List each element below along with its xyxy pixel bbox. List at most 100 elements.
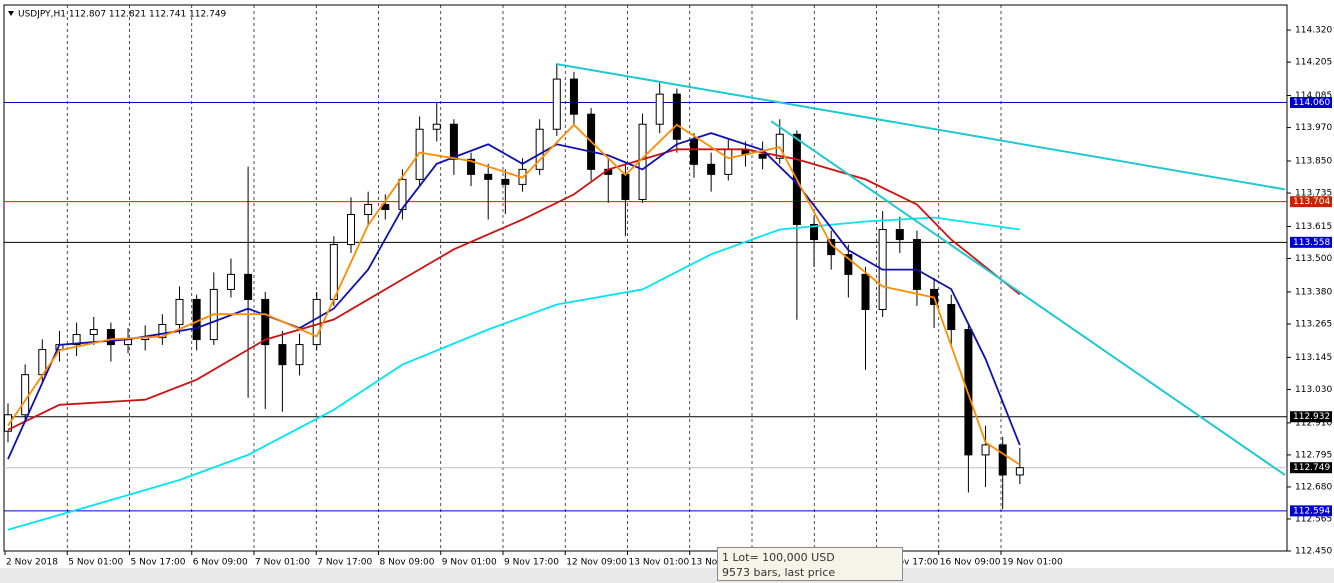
candle-body: [192, 298, 201, 341]
level-box: [1290, 462, 1332, 474]
candle-body: [449, 123, 458, 160]
tab-bar: [0, 568, 1334, 583]
level-box: [1290, 196, 1332, 208]
trendline: [770, 120, 1286, 476]
y-tick-label: 112.565: [1295, 514, 1332, 524]
y-tick-label: 114.320: [1295, 26, 1332, 36]
candle-body: [364, 203, 373, 215]
level-box: [1290, 97, 1332, 108]
x-tick-label: 12 Nov 09:00: [566, 558, 627, 568]
x-tick-label: 13 Nov 01:00: [629, 558, 690, 568]
level-box: [1290, 505, 1332, 517]
level-label: 114.060: [1293, 98, 1330, 108]
candle-body: [329, 244, 338, 300]
y-tick-label: 112.450: [1295, 547, 1332, 557]
candle-body: [655, 93, 664, 125]
level-label: 113.558: [1293, 238, 1330, 248]
moving-average: [7, 148, 1021, 431]
y-tick-label: 113.615: [1295, 222, 1332, 232]
level-label: 112.749: [1293, 463, 1330, 473]
x-tick-label: 16 Nov 09:00: [940, 558, 1001, 568]
candle-body: [810, 224, 819, 241]
x-tick-label: 7 Nov 17:00: [317, 558, 372, 568]
tooltip: 1 Lot= 100,000 USD 9573 bars, last price…: [717, 547, 903, 583]
moving-average: [7, 132, 1021, 460]
symbol-menu[interactable]: [8, 11, 14, 16]
candle-body: [244, 273, 253, 300]
y-tick-label: 112.680: [1295, 482, 1332, 492]
x-tick-label: 5 Nov 01:00: [68, 558, 123, 568]
candle-body: [72, 334, 81, 346]
candle-body: [295, 344, 304, 366]
x-tick-label: 8 Nov 09:00: [380, 558, 435, 568]
level-label: 112.932: [1293, 412, 1330, 422]
x-tick-label: 9 Nov 17:00: [504, 558, 559, 568]
x-tick-label: 2 Nov 2018: [6, 558, 58, 568]
candle-body: [707, 163, 716, 175]
candle-body: [672, 93, 681, 140]
candle-body: [432, 123, 441, 130]
trendline: [556, 63, 1286, 191]
y-tick-label: 113.265: [1295, 319, 1332, 329]
y-tick-label: 113.500: [1295, 254, 1332, 264]
level-box: [1290, 411, 1332, 423]
tooltip-line: 9573 bars, last price 112.74900: [722, 566, 836, 583]
x-tick-label: 7 Nov 01:00: [255, 558, 310, 568]
y-tick-label: 112.910: [1295, 418, 1332, 428]
candle-body: [621, 173, 630, 200]
candle-body: [89, 329, 98, 336]
y-tick-label: 113.970: [1295, 123, 1332, 133]
candle-body: [4, 414, 12, 432]
y-tick-label: 113.735: [1295, 189, 1332, 199]
candle-body: [998, 444, 1007, 476]
candle-body: [638, 123, 647, 200]
candle-body: [278, 344, 287, 366]
x-tick-label: 9 Nov 01:00: [442, 558, 497, 568]
level-label: 113.704: [1293, 197, 1330, 207]
y-tick-label: 112.795: [1295, 450, 1332, 460]
candle-body: [484, 173, 493, 180]
candle-body: [981, 444, 990, 456]
y-tick-label: 114.085: [1295, 91, 1332, 101]
moving-average: [7, 216, 1020, 531]
candle-body: [158, 324, 167, 339]
candle-body: [106, 329, 115, 346]
level-label: 112.594: [1293, 506, 1330, 516]
y-tick-label: 113.145: [1295, 353, 1332, 363]
candle-body: [501, 178, 510, 185]
candle-body: [1015, 467, 1024, 476]
candle-body: [690, 138, 698, 165]
candle-body: [535, 128, 544, 170]
candle-body: [226, 273, 235, 290]
candle-body: [175, 298, 184, 326]
y-tick-label: 114.205: [1295, 58, 1332, 68]
candle-body: [415, 128, 424, 180]
level-box: [1290, 236, 1332, 248]
candle-body: [467, 158, 476, 175]
candle-body: [844, 254, 853, 275]
candle-body: [861, 273, 870, 310]
candle-body: [947, 303, 956, 331]
candle-body: [724, 148, 733, 175]
y-tick-label: 113.850: [1295, 157, 1332, 167]
chart-title: USDJPY,H1 112.807 112.821 112.741 112.74…: [18, 10, 227, 20]
candle-body: [912, 239, 921, 290]
x-tick-label: 15 Nov 17:00: [878, 558, 939, 568]
moving-average: [7, 123, 1021, 466]
candle-body: [347, 213, 355, 246]
candle-body: [569, 78, 578, 115]
candle-body: [895, 229, 904, 241]
candle-body: [758, 153, 767, 159]
plot-frame: [3, 4, 1288, 552]
y-tick-label: 113.380: [1295, 287, 1332, 297]
x-tick-label: 5 Nov 17:00: [131, 558, 186, 568]
x-tick-label: 6 Nov 09:00: [193, 558, 248, 568]
tooltip-line: 1 Lot= 100,000 USD: [722, 551, 835, 564]
candle-body: [261, 298, 270, 346]
candle-body: [21, 374, 30, 416]
candle-body: [552, 78, 561, 130]
x-tick-label: 19 Nov 01:00: [1002, 558, 1063, 568]
y-tick-label: 113.030: [1295, 385, 1332, 395]
candle-body: [312, 298, 321, 346]
